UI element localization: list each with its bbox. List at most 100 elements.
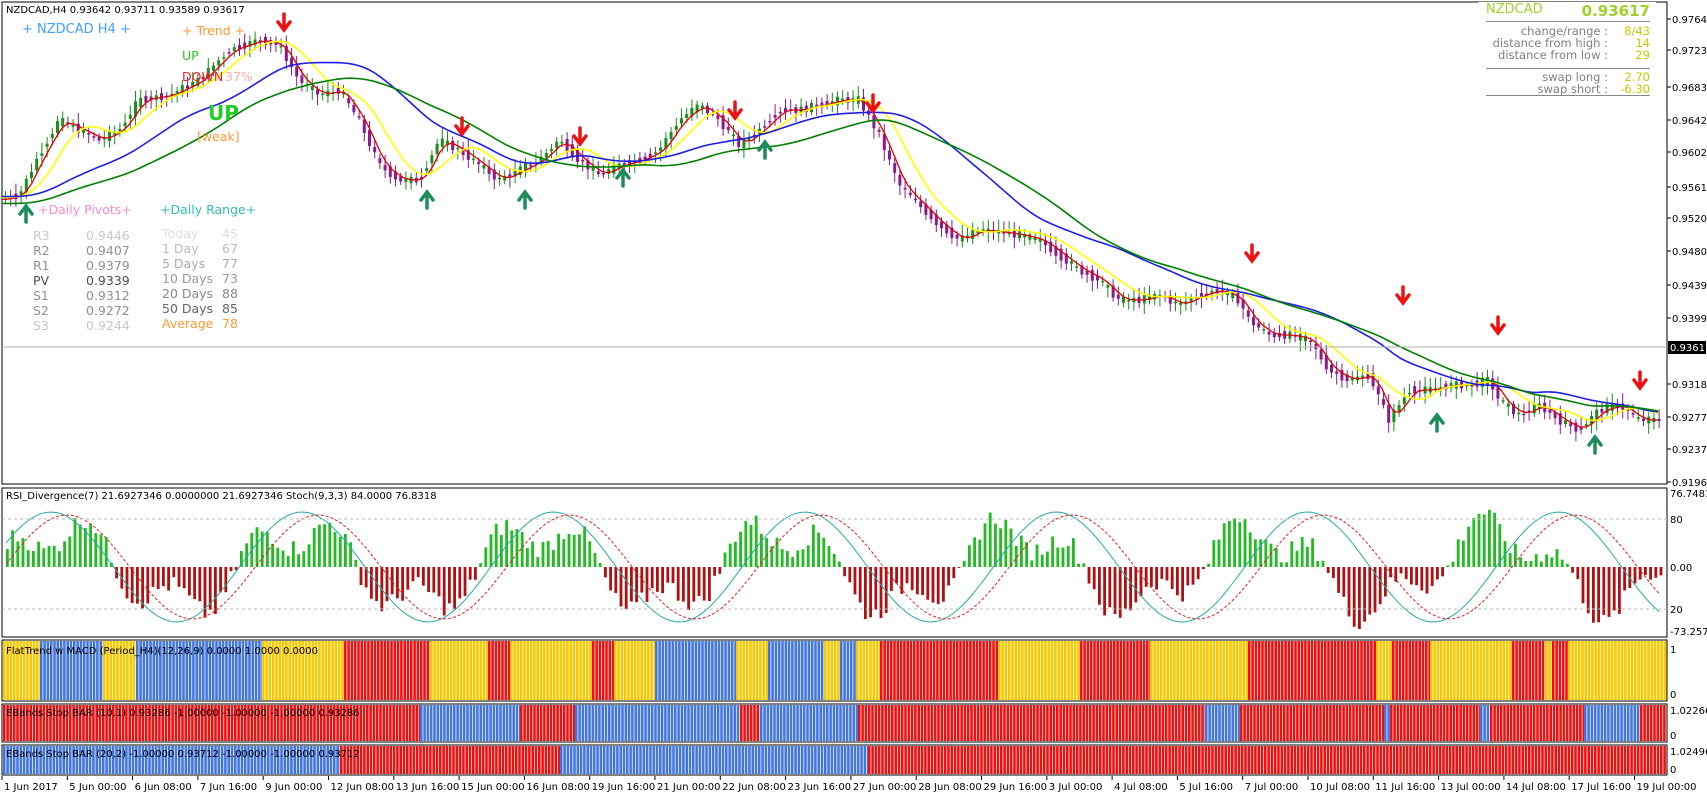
ebands2-bar (1590, 746, 1594, 774)
ebands2-bar (758, 746, 761, 774)
ebands1-bar (1332, 705, 1335, 741)
rsi-histogram-bar (390, 567, 394, 595)
ebands2-bar (1656, 746, 1660, 774)
range-value-1: 67 (222, 241, 238, 256)
ebands1-bar (1072, 705, 1076, 741)
flattrend-bar (1264, 641, 1268, 700)
ebands2-bar (135, 746, 138, 774)
flattrend-bar (1650, 641, 1654, 700)
ebands1-bar (1378, 705, 1382, 741)
rsi-histogram-bar (1290, 541, 1294, 567)
ebands2-bar (833, 746, 837, 774)
ebands1-bar (1381, 705, 1385, 741)
ebands1-bar (884, 705, 887, 741)
ebands2-bar (1369, 746, 1373, 774)
flattrend-bar (1007, 641, 1011, 700)
flattrend-bar (172, 641, 175, 700)
rsi-histogram-bar (978, 539, 982, 567)
flattrend-bar (1411, 641, 1415, 700)
rsi-histogram-bar (73, 517, 77, 567)
ebands2-bar (843, 746, 847, 774)
ebands2-bar (1567, 746, 1571, 774)
ebands2-bar (1158, 746, 1161, 774)
rsi-histogram-bar (635, 567, 638, 603)
ebands1-bar (1092, 705, 1095, 741)
ebands2-bar (560, 746, 563, 774)
flattrend-bar (837, 641, 840, 700)
rsi-histogram-bar (1384, 567, 1387, 597)
flattrend-bar (617, 641, 620, 700)
ebands1-bar (1582, 705, 1585, 741)
ebands2-bar (382, 746, 386, 774)
flattrend-bar (1591, 641, 1594, 700)
bear-candle (1044, 240, 1047, 246)
rsi-histogram-bar (344, 533, 347, 567)
bull-candle (1189, 298, 1193, 303)
ebands1-bar (85, 705, 89, 741)
flattrend-bar (126, 641, 129, 700)
rsi-histogram-bar (1196, 567, 1200, 580)
ebands1-bar (108, 705, 112, 741)
ebands2-bar (678, 746, 682, 774)
rsi-histogram-bar (671, 567, 675, 584)
ebands1-bar (1365, 705, 1368, 741)
flattrend-bar (640, 641, 643, 700)
rsi-histogram-bar (1623, 567, 1626, 591)
rsi-histogram-bar (1436, 567, 1439, 580)
ebands1-bar (1423, 705, 1426, 741)
ebands1-bar (1231, 705, 1234, 741)
ebands1-bar (720, 705, 723, 741)
ebands1-bar (1098, 705, 1102, 741)
ebands1-bar (1178, 705, 1181, 741)
info-price: 0.93617 (1581, 2, 1650, 20)
rsi-histogram-bar (728, 543, 732, 567)
rsi-histogram-bar (1529, 561, 1533, 567)
ebands2-bar (1277, 746, 1280, 774)
ebands2-bar (1052, 746, 1056, 774)
ebands1-bar (562, 705, 566, 741)
ebands2-bar (1178, 746, 1181, 774)
ebands1-bar (349, 705, 353, 741)
rsi-histogram-bar (167, 567, 170, 591)
ebands1-bar (456, 705, 459, 741)
rsi-histogram-bar (1046, 551, 1049, 567)
ebands2-bar (1547, 746, 1551, 774)
flattrend-bar (1093, 641, 1096, 700)
ebands2-bar (1445, 746, 1449, 774)
rsi-histogram-bar (1139, 567, 1143, 597)
rsi-histogram-bar (812, 524, 815, 567)
ebands1-bar (546, 705, 549, 741)
ebands1-bar (260, 705, 263, 741)
flattrend-bar (1163, 641, 1166, 700)
ebands1-bar (943, 705, 947, 741)
rsi-histogram-bar (99, 534, 103, 567)
range-average-value: 78 (222, 316, 238, 331)
ebands1-bar (1593, 705, 1597, 741)
time-axis-label: 23 Jun 16:00 (788, 782, 852, 793)
ebands1-bar (65, 705, 69, 741)
ebands1-bar (118, 705, 122, 741)
ebands2-bar (901, 746, 904, 774)
rsi-histogram-bar (609, 567, 612, 591)
ebands2-bar (1184, 746, 1188, 774)
ebands2-bar (1392, 746, 1396, 774)
ebands2-bar (887, 746, 891, 774)
ebands1-bar (408, 705, 412, 741)
ebands1-bar (1345, 705, 1349, 741)
ebands1-bar (369, 705, 372, 741)
ebands2-bar (131, 746, 135, 774)
bull-candle (1231, 293, 1235, 299)
rsi-axis-top: 76.74812 (1670, 489, 1707, 500)
ebands1-bar (1610, 705, 1613, 741)
ebands1-bar (730, 705, 733, 741)
ebands2-bar (1405, 746, 1409, 774)
flattrend-bar (165, 641, 169, 700)
rsi-histogram-bar (406, 567, 410, 590)
bull-candle (217, 60, 221, 66)
ebands2-bar (392, 746, 396, 774)
rsi-histogram-bar (1571, 567, 1574, 573)
ebands1-bar (1516, 705, 1519, 741)
ebands2-bar (1148, 746, 1152, 774)
ebands2-bar (787, 746, 791, 774)
